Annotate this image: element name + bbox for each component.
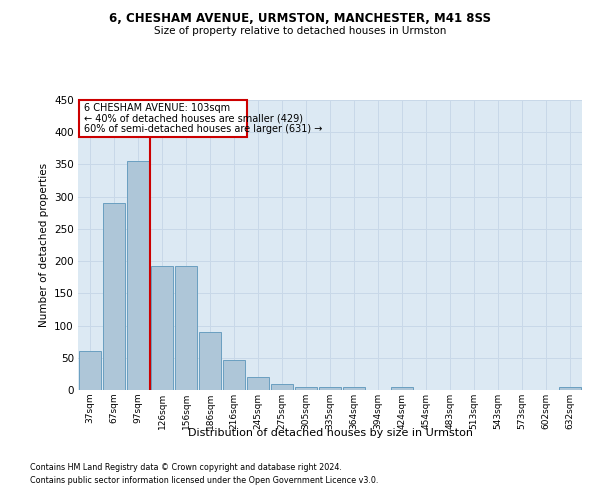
Text: Contains HM Land Registry data © Crown copyright and database right 2024.: Contains HM Land Registry data © Crown c… [30,464,342,472]
Text: 60% of semi-detached houses are larger (631) →: 60% of semi-detached houses are larger (… [84,124,322,134]
FancyBboxPatch shape [79,100,247,138]
Y-axis label: Number of detached properties: Number of detached properties [38,163,49,327]
Bar [343,387,365,390]
Bar [319,387,341,390]
Text: Size of property relative to detached houses in Urmston: Size of property relative to detached ho… [154,26,446,36]
Text: Distribution of detached houses by size in Urmston: Distribution of detached houses by size … [187,428,473,438]
Text: Contains public sector information licensed under the Open Government Licence v3: Contains public sector information licen… [30,476,379,485]
Bar [559,387,581,390]
Bar [79,352,101,390]
Bar [175,266,197,390]
Bar [271,384,293,390]
Bar [223,360,245,390]
Text: 6 CHESHAM AVENUE: 103sqm: 6 CHESHAM AVENUE: 103sqm [84,102,230,113]
Text: ← 40% of detached houses are smaller (429): ← 40% of detached houses are smaller (42… [84,114,303,124]
Bar [295,387,317,390]
Bar [247,377,269,390]
Bar [151,266,173,390]
Bar [127,161,149,390]
Bar [199,332,221,390]
Bar [103,203,125,390]
Bar [391,387,413,390]
Text: 6, CHESHAM AVENUE, URMSTON, MANCHESTER, M41 8SS: 6, CHESHAM AVENUE, URMSTON, MANCHESTER, … [109,12,491,26]
